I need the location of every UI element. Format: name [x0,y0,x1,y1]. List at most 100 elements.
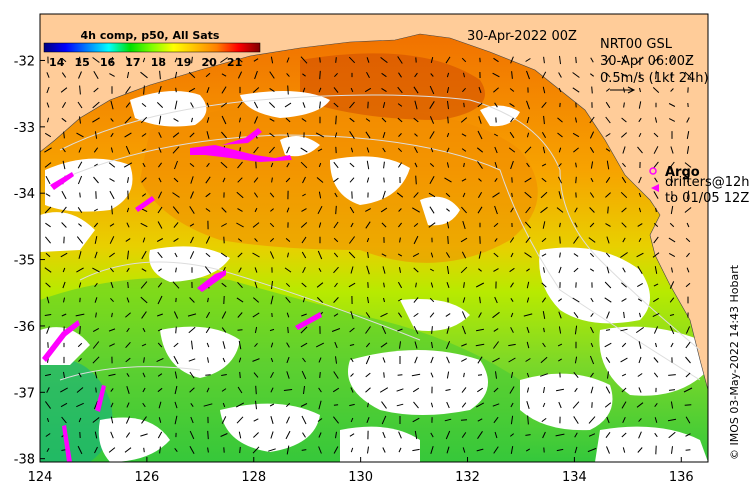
current-vector [203,403,213,407]
current-vector [142,162,146,168]
x-axis: 124 126 128 130 132 134 136 [28,457,694,485]
current-vector [607,371,609,379]
current-vector [158,177,162,183]
current-vector [60,402,68,408]
current-vector [350,147,354,153]
current-vector [157,295,163,305]
current-vector [92,101,100,109]
current-vector [206,58,210,62]
current-vector [94,371,98,379]
current-vector [270,208,274,212]
current-vector [605,192,611,198]
current-vector [430,356,434,364]
current-vector [158,147,162,153]
current-vector [559,252,561,258]
current-vector [413,223,419,227]
current-vector [205,252,211,258]
current-vector [334,132,338,138]
colorbar-ramp [43,42,261,53]
current-vector [398,72,402,78]
current-vector [124,132,132,138]
current-vector [475,402,485,408]
current-vector [479,296,481,304]
current-vector [79,326,81,334]
current-vector [62,281,66,289]
current-vector [429,101,435,109]
current-vector [283,389,293,391]
argo-marker-icon [649,167,657,175]
current-vector [252,446,260,454]
current-vector [461,358,467,362]
current-vector [221,223,227,227]
current-vector [461,133,467,137]
current-vector [301,282,307,288]
current-vector [446,132,450,138]
current-vector [110,132,114,138]
current-vector [79,85,81,95]
current-vector [622,237,626,243]
current-vector [79,116,81,124]
current-vector [396,403,404,407]
current-vector [382,190,386,200]
current-vector [447,100,449,110]
current-vector [142,402,146,408]
current-vector [254,281,258,289]
current-vector [381,87,387,93]
current-vector [429,268,435,272]
current-vector [189,445,195,455]
current-vector [174,371,178,379]
current-vector [445,192,451,198]
current-vector [542,221,546,229]
current-vector [509,237,515,243]
current-vector [653,372,659,378]
current-vector [398,222,402,228]
current-vector [349,162,355,168]
current-vector [639,72,641,78]
current-vector [125,238,131,242]
cloud-mask [40,91,708,462]
current-vector [92,356,100,364]
current-vector [220,252,228,258]
current-vector [557,176,563,184]
current-vector [333,177,339,183]
current-vector [237,281,243,289]
current-vector [399,237,401,243]
drifter-label: drifters@12h [665,175,750,190]
current-vector [126,327,130,333]
current-vector [684,162,692,168]
current-vector [541,163,547,167]
current-vector [254,342,258,348]
current-vector [654,417,658,423]
current-vector [141,343,147,347]
current-vector [589,192,595,198]
current-vector [413,235,419,245]
current-vector [189,387,195,393]
current-vector [524,191,532,199]
current-vector [556,448,564,452]
current-vector [429,131,435,139]
current-vector [655,70,657,80]
current-vector [175,326,177,334]
current-vector [446,266,450,274]
current-vector [685,326,691,334]
current-vector [301,449,307,451]
current-vector [110,402,114,408]
current-vector [572,401,580,409]
current-vector [333,221,339,229]
warmest-water-patch [300,53,485,121]
current-vector [94,431,98,439]
current-vector [269,328,275,332]
current-vector [383,282,385,288]
current-vector [541,417,547,423]
current-vector [525,448,531,452]
current-vector [93,222,99,228]
current-vector [287,252,289,258]
current-vector [653,146,659,154]
current-vector [511,192,513,198]
current-vector [460,419,468,421]
current-vector [141,177,147,183]
current-vector [509,433,515,437]
current-vector [430,372,434,378]
current-vector [158,132,162,138]
current-vector [558,191,562,199]
